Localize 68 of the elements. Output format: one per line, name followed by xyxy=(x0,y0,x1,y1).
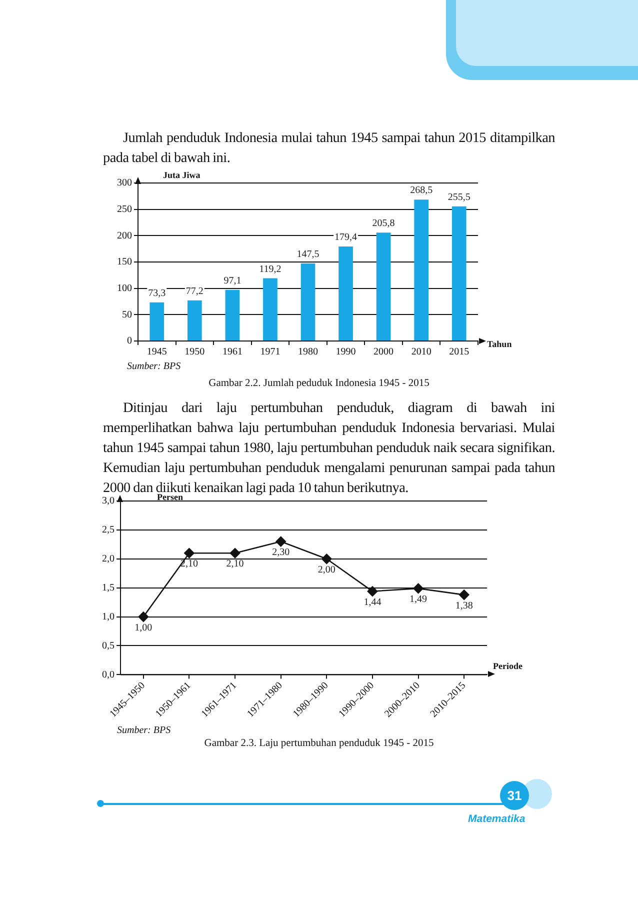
data-label: 147,5 xyxy=(296,248,320,260)
data-label: 2,30 xyxy=(272,547,290,558)
point xyxy=(230,548,240,558)
x-tick-label: 2000 xyxy=(374,346,394,358)
bar xyxy=(263,278,278,340)
x-tick-label: 1990 xyxy=(336,346,356,358)
y-tick-label: 0,5 xyxy=(102,640,114,652)
y-tick-label: 2,0 xyxy=(102,554,114,565)
bar xyxy=(338,246,353,340)
point xyxy=(458,590,470,600)
bar xyxy=(300,263,316,340)
bar xyxy=(414,200,429,340)
data-label: 1,44 xyxy=(364,596,382,608)
bar xyxy=(376,232,391,340)
y-tick-label: 0,0 xyxy=(102,669,114,680)
text: Gambar 2.2. Jumlah peduduk Indonesia 1945 - 2015 xyxy=(208,378,430,389)
text: Sumber: BPS xyxy=(127,361,181,372)
x-axis-title: Tahun xyxy=(487,339,512,349)
point xyxy=(322,554,332,564)
point xyxy=(138,612,149,622)
y-tick-label: 50 xyxy=(122,309,132,320)
x-tick-label: 2015 xyxy=(449,346,470,358)
bar xyxy=(150,302,164,340)
text: Jumlah penduduk Indonesia mulai tahun 1945 sampai tahun 2015 ditampilkan pada tabel di bawah ini. xyxy=(103,129,555,168)
point xyxy=(276,536,286,547)
data-label: 268,5 xyxy=(410,185,433,196)
data-label: 255,5 xyxy=(448,192,470,204)
data-label: 2,10 xyxy=(180,558,198,570)
text: Sumber: BPS xyxy=(117,725,171,736)
data-label: 1,38 xyxy=(455,600,473,612)
point xyxy=(184,548,194,558)
data-label: 97,1 xyxy=(224,275,242,286)
y-tick-label: 1,0 xyxy=(102,611,114,622)
y-tick-label: 0 xyxy=(127,336,132,347)
y-tick-label: 300 xyxy=(117,178,132,189)
text: 31 xyxy=(500,781,529,810)
x-tick-label: 2010 xyxy=(411,346,432,358)
data-label: 1,00 xyxy=(134,622,152,634)
text: Gambar 2.3. Laju pertumbuhan penduduk 1945 - 2015 xyxy=(203,738,435,749)
bar xyxy=(452,206,466,340)
point xyxy=(367,586,378,596)
y-tick-label: 150 xyxy=(117,256,132,268)
y-tick-label: 2,5 xyxy=(102,524,114,536)
data-label: 179,4 xyxy=(334,232,358,244)
x-tick-label: 1945 xyxy=(146,346,167,358)
data-label: 2,00 xyxy=(318,564,336,576)
data-label: 2,10 xyxy=(226,558,244,570)
data-label: 205,8 xyxy=(372,218,395,230)
x-tick-label: 1961 xyxy=(222,346,242,358)
x-tick-label: 1980 xyxy=(298,346,318,358)
x-tick-label: 1950 xyxy=(184,346,205,358)
data-label: 119,2 xyxy=(259,264,282,275)
y-tick-label: 100 xyxy=(117,282,132,294)
y-tick-label: 200 xyxy=(117,230,132,242)
y-axis-title: Juta Jiwa xyxy=(163,170,200,180)
y-tick-label: 3,0 xyxy=(102,496,114,507)
bar xyxy=(225,290,240,340)
y-tick-label: 250 xyxy=(117,204,132,215)
data-label: 73,3 xyxy=(148,288,166,300)
text: Matematika xyxy=(468,813,526,825)
y-axis-title: Persen xyxy=(157,492,183,502)
bar xyxy=(187,300,202,340)
point xyxy=(413,583,424,594)
data-label: 77,2 xyxy=(186,286,204,297)
x-axis-title: Periode xyxy=(493,661,522,671)
data-label: 1,49 xyxy=(410,594,428,606)
x-tick-label: 1971 xyxy=(260,346,280,358)
y-tick-label: 1,5 xyxy=(102,582,114,594)
